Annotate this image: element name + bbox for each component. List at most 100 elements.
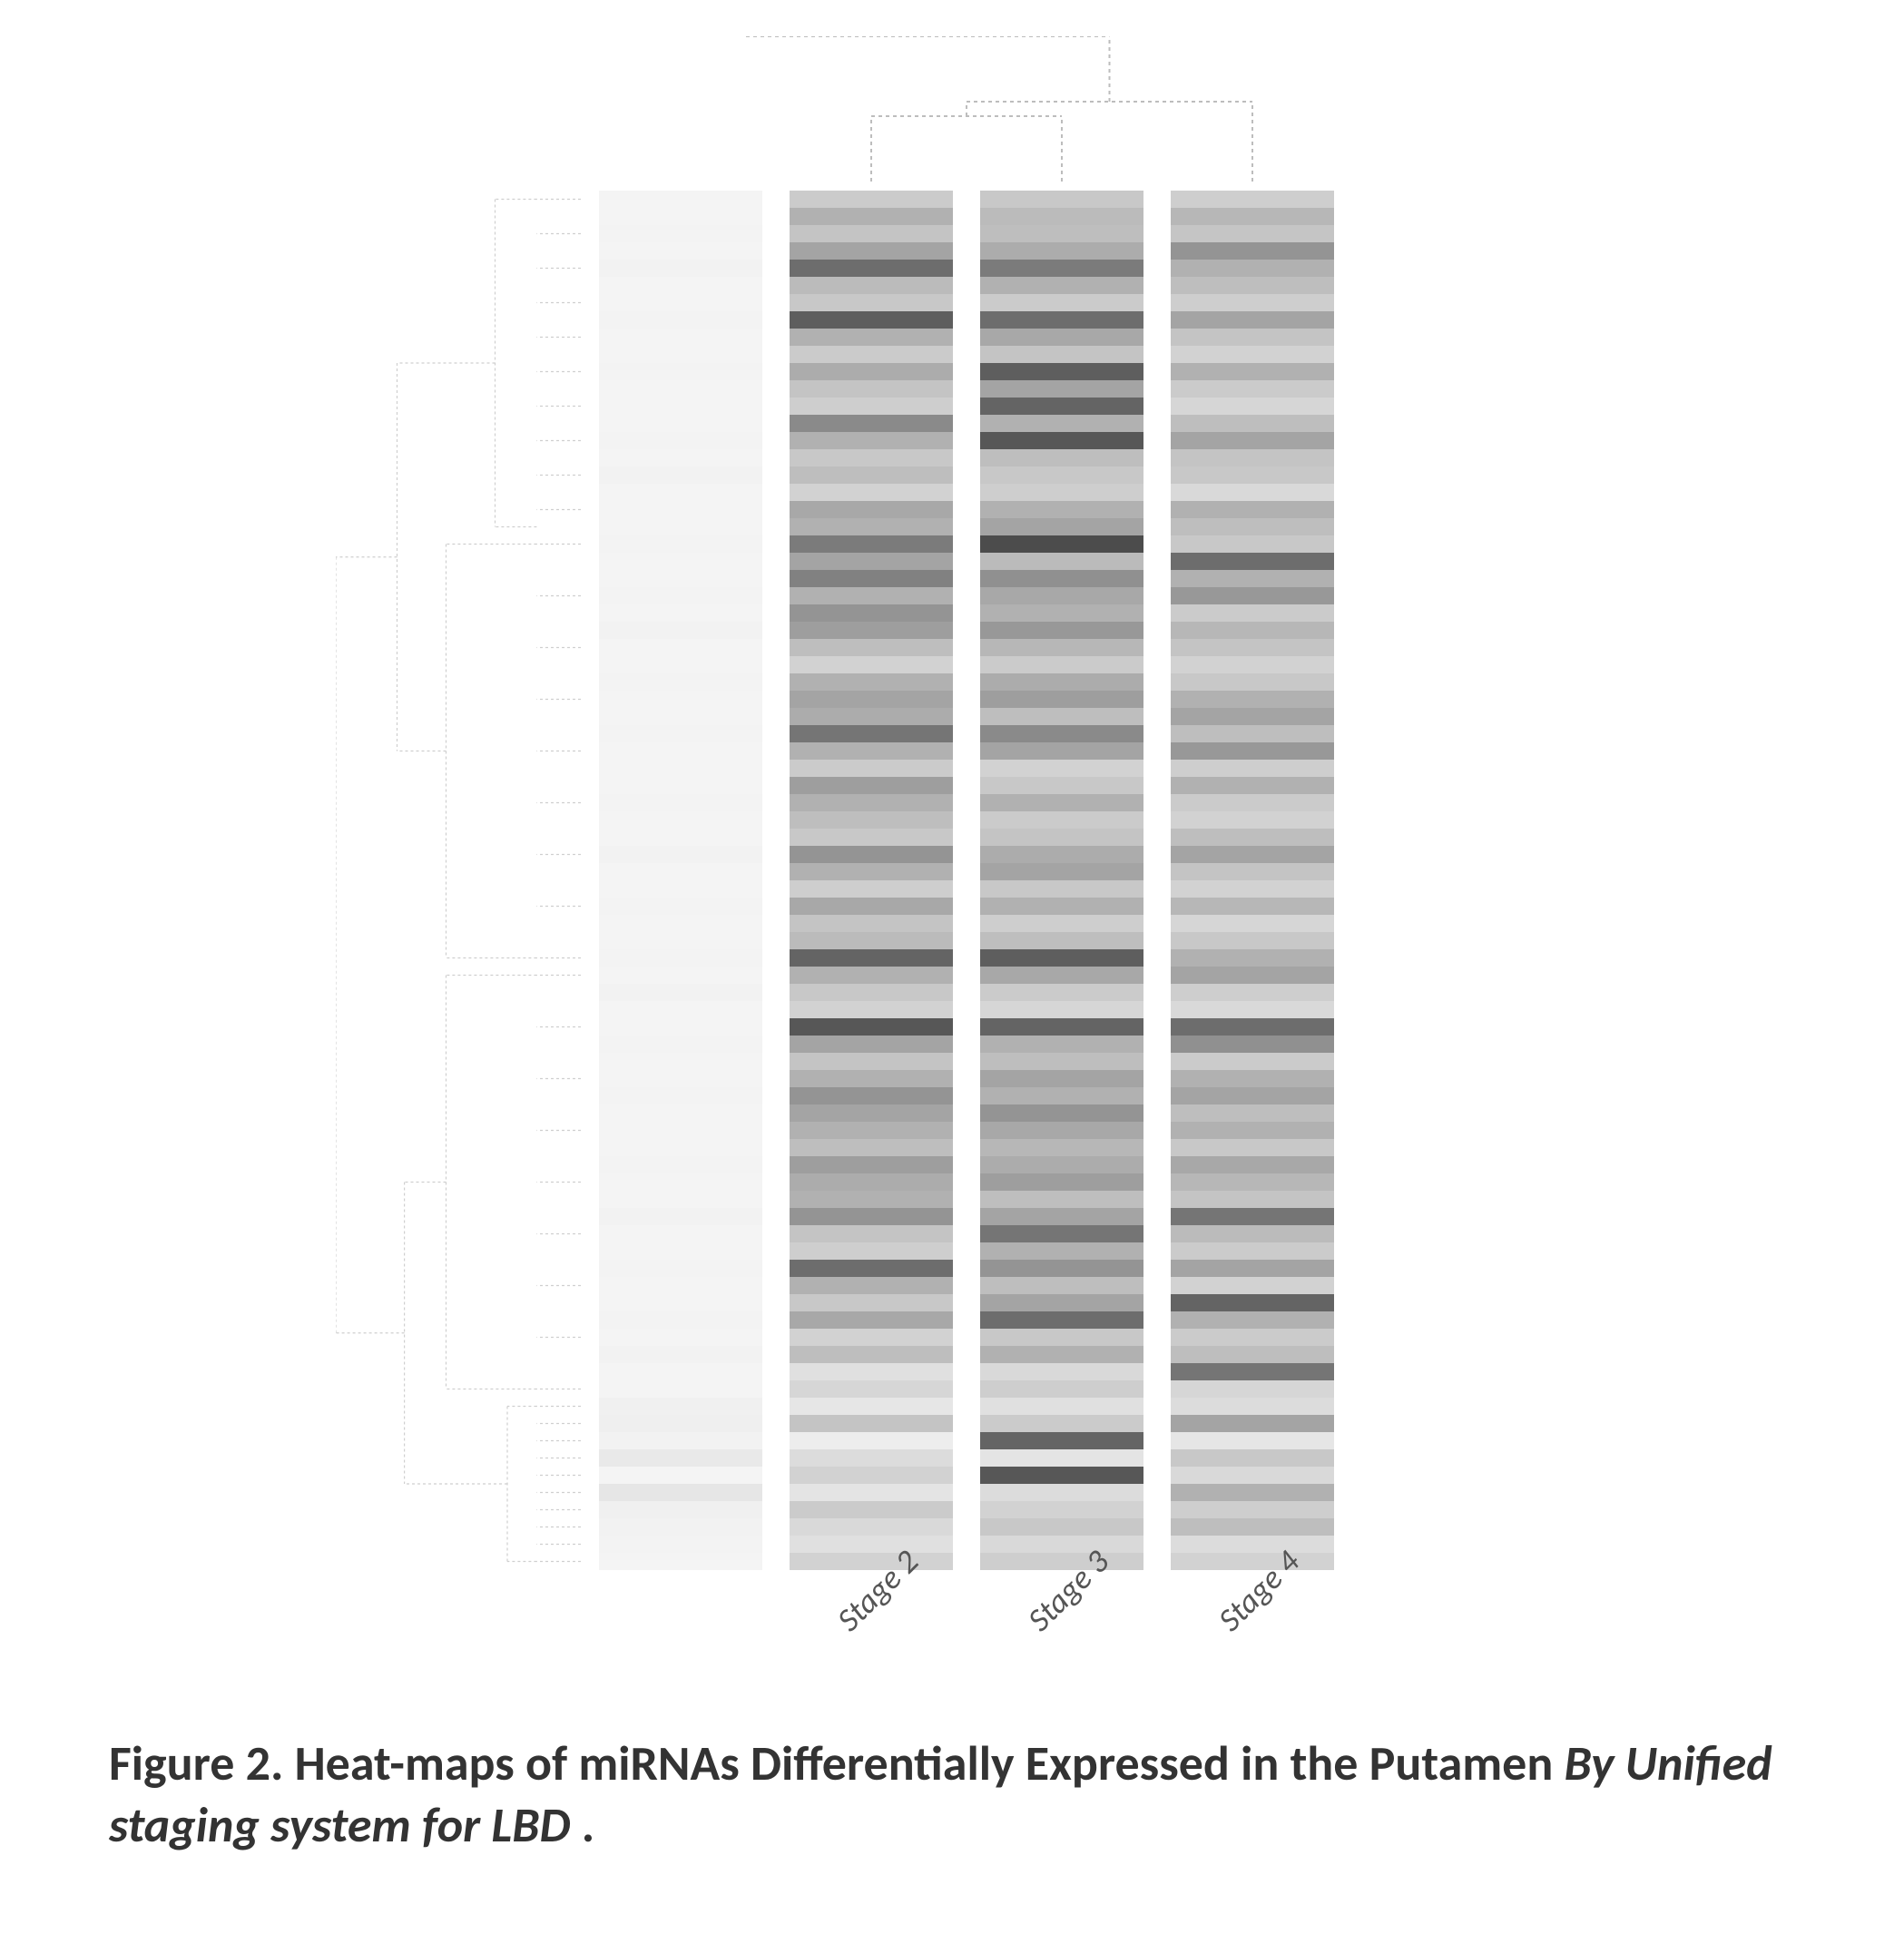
heatmap-cell [599, 311, 762, 329]
heatmap-cell [980, 1053, 1143, 1070]
heatmap-cell [790, 1380, 953, 1398]
heatmap-cell [980, 1501, 1143, 1518]
x-label-slot: Stage 4 [1171, 1579, 1334, 1619]
heatmap-cell [1171, 1018, 1334, 1036]
heatmap-cell [790, 1225, 953, 1242]
heatmap-cell [980, 553, 1143, 570]
heatmap-cell [1171, 398, 1334, 415]
heatmap-cell [790, 208, 953, 225]
heatmap-cell [980, 1467, 1143, 1484]
heatmap-cell [980, 1398, 1143, 1415]
heatmap-cell [1171, 1363, 1334, 1380]
heatmap-cell [790, 898, 953, 915]
heatmap-cell [790, 984, 953, 1001]
x-label-slot: Stage 3 [980, 1579, 1143, 1619]
heatmap-cell [599, 518, 762, 535]
heatmap-cell [1171, 311, 1334, 329]
heatmap-cell [1171, 1070, 1334, 1087]
heatmap-cell [980, 1242, 1143, 1260]
heatmap-cell [599, 1156, 762, 1173]
heatmap-cell [1171, 673, 1334, 691]
heatmap-cell [790, 1036, 953, 1053]
heatmap-cell [1171, 415, 1334, 432]
heatmap-cell [599, 570, 762, 587]
heatmap-cell [599, 398, 762, 415]
heatmap-cell [1171, 604, 1334, 622]
heatmap-cell [790, 1311, 953, 1329]
heatmap-cell [599, 794, 762, 811]
heatmap-cell [790, 742, 953, 760]
heatmap-cell [1171, 553, 1334, 570]
heatmap-cell [599, 1173, 762, 1191]
heatmap-cell [980, 656, 1143, 673]
heatmap-column [790, 191, 953, 1570]
heatmap-cell [790, 915, 953, 932]
heatmap-cell [1171, 346, 1334, 363]
heatmap-cell [1171, 1398, 1334, 1415]
heatmap-cell [1171, 915, 1334, 932]
heatmap-cell [790, 1260, 953, 1277]
heatmap-cell [599, 1518, 762, 1536]
heatmap-cell [599, 242, 762, 260]
heatmap-cell [599, 863, 762, 880]
heatmap-cell [790, 1156, 953, 1173]
heatmap-cell [980, 1122, 1143, 1139]
heatmap-cell [599, 880, 762, 898]
heatmap-cell [599, 1346, 762, 1363]
heatmap-cell [980, 846, 1143, 863]
heatmap-cell [790, 518, 953, 535]
heatmap-cell [980, 794, 1143, 811]
heatmap-cell [1171, 829, 1334, 846]
heatmap-cell [1171, 725, 1334, 742]
heatmap-cell [599, 329, 762, 346]
heatmap-cell [599, 260, 762, 277]
heatmap-cell [599, 1242, 762, 1260]
heatmap-cell [1171, 708, 1334, 725]
caption-trail: . [571, 1795, 595, 1855]
heatmap-cell [1171, 760, 1334, 777]
heatmap-cell [790, 398, 953, 415]
heatmap-cell [1171, 484, 1334, 501]
heatmap-cell [980, 570, 1143, 587]
heatmap-cell [599, 622, 762, 639]
heatmap-cell [790, 346, 953, 363]
heatmap-cell [599, 1415, 762, 1432]
heatmap-cell [1171, 225, 1334, 242]
heatmap-cell [599, 553, 762, 570]
heatmap-cell [599, 1329, 762, 1346]
heatmap-cell [980, 777, 1143, 794]
heatmap-cell [790, 1053, 953, 1070]
heatmap-cell [790, 1001, 953, 1018]
heatmap-cell [1171, 639, 1334, 656]
heatmap-cell [790, 1294, 953, 1311]
heatmap-cell [599, 501, 762, 518]
heatmap-cell [790, 1122, 953, 1139]
heatmap-cell [790, 604, 953, 622]
heatmap-cell [599, 604, 762, 622]
heatmap-cell [790, 1139, 953, 1156]
x-axis-labels: Stage 2Stage 3Stage 4 [599, 1579, 1334, 1619]
heatmap-cell [790, 449, 953, 466]
heatmap-cell [790, 932, 953, 949]
heatmap-cell [790, 380, 953, 398]
heatmap-cell [790, 1536, 953, 1553]
heatmap-cell [980, 898, 1143, 915]
heatmap-cell [599, 277, 762, 294]
heatmap-cell [599, 1001, 762, 1018]
heatmap-cell [599, 484, 762, 501]
heatmap-cell [1171, 1104, 1334, 1122]
heatmap-cell [1171, 1191, 1334, 1208]
heatmap-cell [599, 949, 762, 967]
heatmap-cell [980, 1329, 1143, 1346]
heatmap-cell [599, 1501, 762, 1518]
heatmap-cell [1171, 1225, 1334, 1242]
heatmap-cell [790, 466, 953, 484]
heatmap-cell [790, 1518, 953, 1536]
heatmap-cell [599, 725, 762, 742]
heatmap-cell [980, 398, 1143, 415]
figure-container: Stage 2Stage 3Stage 4 Figure 2. Heat-map… [91, 36, 1815, 1856]
heatmap-cell [790, 1432, 953, 1449]
heatmap-cell [790, 1242, 953, 1260]
heatmap-cell [1171, 691, 1334, 708]
heatmap-cell [980, 225, 1143, 242]
